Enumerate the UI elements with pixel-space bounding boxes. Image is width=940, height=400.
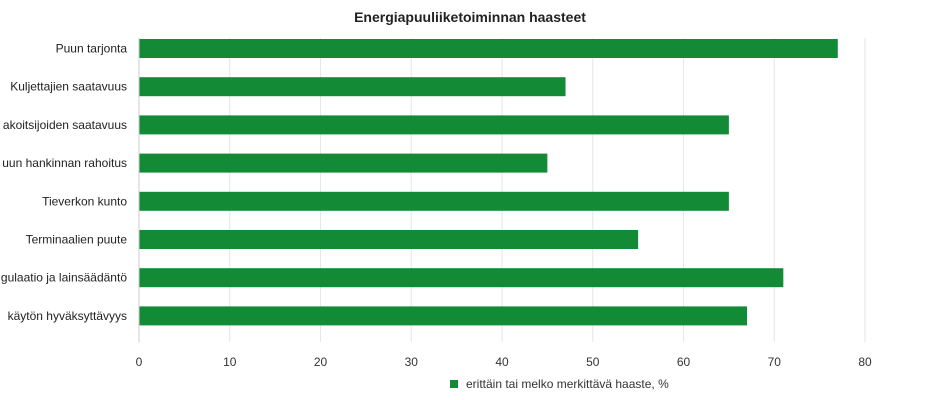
x-tick-label: 20 [314,355,328,369]
category-label: Terminaalien puute [26,233,128,247]
category-label: Kuljettajien saatavuus [10,80,127,94]
category-label: gulaatio ja lainsäädäntö [1,271,127,285]
x-tick-label: 0 [136,355,143,369]
bar [139,230,639,249]
legend: erittäin tai melko merkittävä haaste, % [450,377,669,391]
x-tick-label: 60 [677,355,691,369]
chart-title: Energiapuuliiketoiminnan haasteet [354,9,586,25]
x-tick-label: 40 [495,355,509,369]
bar [139,268,784,288]
bar [139,153,548,173]
category-label: Puun tarjonta [56,42,128,56]
legend-label: erittäin tai melko merkittävä haaste, % [466,377,669,391]
x-tick-label: 80 [858,355,872,369]
x-tick-label: 10 [223,355,237,369]
category-label: käytön hyväksyttävyys [8,309,127,323]
bar [139,191,729,211]
category-label: Tieverkon kunto [42,194,127,208]
category-label: akoitsijoiden saatavuus [3,118,127,132]
x-tick-label: 70 [768,355,782,369]
bar [139,39,838,58]
bar [139,77,566,97]
bar [139,306,748,326]
category-label: uun hankinnan rahoitus [2,156,127,170]
x-tick-label: 30 [405,355,419,369]
x-tick-label: 50 [586,355,600,369]
legend-swatch [450,380,458,388]
bar [139,115,729,135]
